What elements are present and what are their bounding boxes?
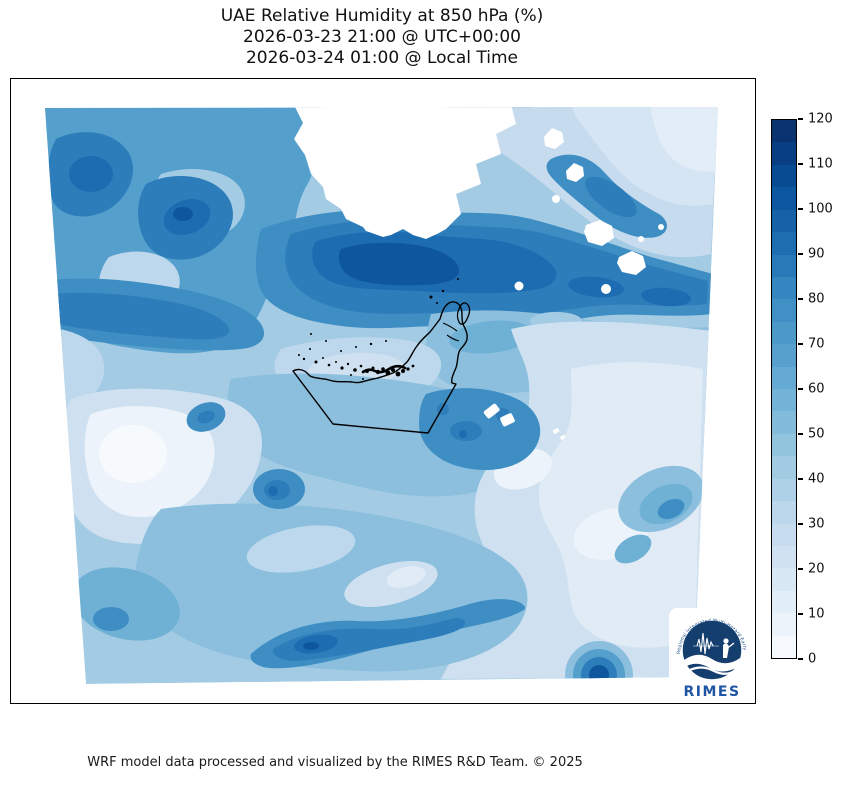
- colorbar-segment: [772, 568, 796, 591]
- chart-subtitle-utc: 2026-03-23 21:00 @ UTC+00:00: [243, 27, 521, 47]
- colorbar-tick-label: 70: [808, 336, 825, 352]
- colorbar-tick-label: 80: [808, 291, 825, 307]
- colorbar-segment: [772, 366, 796, 390]
- colorbar-segment: [772, 344, 796, 367]
- colorbar-tickmark: [798, 163, 803, 165]
- colorbar-tickmark: [798, 478, 803, 480]
- rimes-logo-emblem: Regional Integrated Multi-Hazard Early W…: [669, 608, 747, 700]
- colorbar-segment: [772, 411, 796, 434]
- map-axes-frame: Regional Integrated Multi-Hazard Early W…: [10, 78, 756, 704]
- colorbar-segment: [772, 120, 796, 143]
- colorbar-tickmark: [798, 208, 803, 210]
- colorbar-segment: [772, 590, 796, 614]
- title-block: UAE Relative Humidity at 850 hPa (%) 202…: [10, 6, 754, 69]
- colorbar-segment: [772, 164, 796, 188]
- uae-boundary-outline: [292, 301, 471, 434]
- colorbar-tick-label: 0: [808, 651, 817, 667]
- colorbar-segment: [772, 456, 796, 479]
- colorbar-segment: [772, 276, 796, 300]
- colorbar-segment: [772, 299, 796, 322]
- colorbar-tick-label: 90: [808, 246, 825, 262]
- colorbar-segment: [772, 254, 796, 277]
- colorbar-tick-label: 100: [808, 201, 833, 217]
- colorbar-tickmark: [798, 433, 803, 435]
- colorbar-tick-label: 50: [808, 426, 825, 442]
- colorbar-segment: [772, 142, 796, 165]
- colorbar-segment: [772, 389, 796, 412]
- logo-wordmark: RIMES: [683, 684, 740, 700]
- colorbar-segment: [772, 635, 796, 659]
- uae-islands-dots: [298, 278, 459, 380]
- colorbar-segment: [772, 523, 796, 547]
- colorbar-segment: [772, 478, 796, 502]
- logo-wave: [684, 654, 740, 672]
- colorbar-segment: [772, 433, 796, 457]
- colorbar-segment: [772, 546, 796, 569]
- colorbar-segment: [772, 613, 796, 636]
- logo-wave-2: [687, 666, 737, 675]
- dry-white-region: [294, 107, 664, 441]
- colorbar-segment: [772, 232, 796, 255]
- colorbar-tick-label: 40: [808, 471, 825, 487]
- colorbar-tickmark: [798, 568, 803, 570]
- logo-seismograph: [696, 632, 714, 655]
- colorbar-segment: [772, 209, 796, 233]
- colorbar-tick-label: 60: [808, 381, 825, 397]
- colorbar-tickmark: [798, 613, 803, 615]
- logo-person: [723, 643, 729, 658]
- colorbar-tickmark: [798, 118, 803, 120]
- contour-fill-layers: [45, 107, 718, 684]
- colorbar-tickmark: [798, 298, 803, 300]
- colorbar-segment: [772, 321, 796, 345]
- chart-subtitle-local: 2026-03-24 01:00 @ Local Time: [245, 48, 519, 68]
- colorbar-tick-label: 10: [808, 606, 825, 622]
- colorbar-tickmark: [798, 343, 803, 345]
- colorbar-tickmark: [798, 253, 803, 255]
- colorbar-tick-label: 120: [808, 111, 833, 127]
- colorbar-segment: [772, 501, 796, 524]
- humidity-contour-map: [45, 107, 718, 684]
- footer-credit: WRF model data processed and visualized …: [87, 755, 583, 770]
- colorbar-tick-label: 20: [808, 561, 825, 577]
- colorbar-tick-label: 30: [808, 516, 825, 532]
- colorbar-segment: [772, 187, 796, 210]
- colorbar-tickmark: [798, 388, 803, 390]
- colorbar-tickmark: [798, 658, 803, 660]
- colorbar-tick-label: 110: [808, 156, 833, 172]
- chart-title: UAE Relative Humidity at 850 hPa (%): [220, 6, 544, 26]
- colorbar: [771, 119, 797, 659]
- rimes-logo: Regional Integrated Multi-Hazard Early W…: [669, 608, 755, 701]
- colorbar-tickmark: [798, 523, 803, 525]
